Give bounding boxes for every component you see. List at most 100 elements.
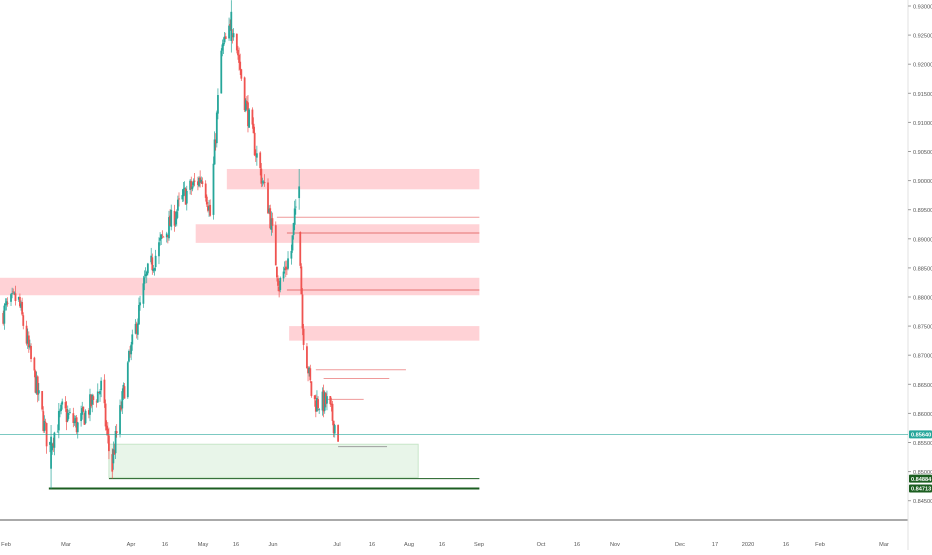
candle-160[interactable] <box>251 109 254 125</box>
candle-180[interactable] <box>282 271 285 279</box>
candle-158[interactable] <box>247 102 249 127</box>
candle-137[interactable] <box>214 140 217 144</box>
candle-35[interactable] <box>56 431 59 433</box>
candle-177[interactable] <box>277 278 279 286</box>
candle-74[interactable] <box>115 431 118 434</box>
candle-33[interactable] <box>52 443 55 447</box>
candle-188[interactable] <box>293 208 296 225</box>
candle-186[interactable] <box>291 235 294 251</box>
candle-49[interactable] <box>76 422 79 433</box>
candle-88[interactable] <box>138 304 140 325</box>
candle-79[interactable] <box>123 386 126 399</box>
candle-178[interactable] <box>278 286 281 292</box>
candle-32[interactable] <box>51 444 54 451</box>
candle-97[interactable] <box>152 268 155 271</box>
candle-77[interactable] <box>121 391 124 409</box>
candle-86[interactable] <box>135 323 138 334</box>
candle-129[interactable] <box>201 181 204 185</box>
candle-125[interactable] <box>197 181 199 186</box>
candle-131[interactable] <box>205 196 208 205</box>
candle-173[interactable] <box>270 218 273 230</box>
candle-65[interactable] <box>103 379 106 404</box>
candle-215[interactable] <box>337 425 339 442</box>
candle-63[interactable] <box>99 391 101 395</box>
candle-120[interactable] <box>189 180 192 190</box>
candle-70[interactable] <box>111 454 114 472</box>
candle-195[interactable] <box>306 346 308 369</box>
candle-80[interactable] <box>126 362 129 398</box>
candle-161[interactable] <box>252 123 255 134</box>
candle-201[interactable] <box>314 400 317 412</box>
candle-116[interactable] <box>182 188 185 197</box>
candle-31[interactable] <box>50 436 52 469</box>
candle-106[interactable] <box>166 235 169 237</box>
candle-83[interactable] <box>130 344 133 355</box>
candle-150[interactable] <box>235 33 238 51</box>
candle-16[interactable] <box>26 335 29 344</box>
candle-144[interactable] <box>224 36 227 39</box>
candle-145[interactable] <box>228 25 230 39</box>
candle-1[interactable] <box>3 305 6 324</box>
candle-75[interactable] <box>119 405 121 434</box>
candle-109[interactable] <box>170 209 173 227</box>
candle-196[interactable] <box>307 367 309 374</box>
candle-118[interactable] <box>184 188 187 205</box>
candle-123[interactable] <box>192 180 195 186</box>
candle-126[interactable] <box>198 177 200 187</box>
candle-119[interactable] <box>185 190 188 204</box>
candle-50[interactable] <box>80 413 82 422</box>
candle-62[interactable] <box>98 392 100 393</box>
candle-39[interactable] <box>61 401 64 405</box>
candle-164[interactable] <box>255 153 258 158</box>
candle-93[interactable] <box>145 271 148 276</box>
candle-41[interactable] <box>65 409 68 422</box>
candle-154[interactable] <box>240 69 243 79</box>
candle-194[interactable] <box>302 328 305 345</box>
candle-179[interactable] <box>279 277 282 291</box>
candle-20[interactable] <box>33 357 36 371</box>
candle-156[interactable] <box>244 100 247 112</box>
candle-55[interactable] <box>87 410 90 415</box>
candle-135[interactable] <box>212 163 215 215</box>
candle-203[interactable] <box>317 399 319 409</box>
candle-26[interactable] <box>42 411 45 431</box>
candle-81[interactable] <box>128 350 130 362</box>
candle-189[interactable] <box>294 206 297 208</box>
candle-155[interactable] <box>243 77 246 111</box>
candle-73[interactable] <box>114 431 117 454</box>
candle-124[interactable] <box>193 180 196 182</box>
candle-138[interactable] <box>215 112 218 144</box>
candle-130[interactable] <box>204 183 207 198</box>
candle-153[interactable] <box>239 61 242 70</box>
candle-60[interactable] <box>95 401 98 403</box>
candle-94[interactable] <box>146 263 149 274</box>
candle-87[interactable] <box>136 323 139 335</box>
candle-147[interactable] <box>230 11 233 41</box>
candle-43[interactable] <box>67 413 70 415</box>
candle-127[interactable] <box>199 177 202 183</box>
candle-23[interactable] <box>36 376 39 395</box>
candle-113[interactable] <box>176 199 179 211</box>
candle-192[interactable] <box>300 266 303 295</box>
candle-66[interactable] <box>104 403 107 427</box>
candle-91[interactable] <box>143 277 146 284</box>
candle-165[interactable] <box>259 152 262 169</box>
candle-85[interactable] <box>134 323 137 334</box>
candle-56[interactable] <box>89 394 91 415</box>
candle-185[interactable] <box>290 250 293 259</box>
candle-27[interactable] <box>43 420 46 431</box>
candle-204[interactable] <box>318 409 321 411</box>
candle-132[interactable] <box>207 205 209 211</box>
candle-122[interactable] <box>191 186 194 190</box>
candle-133[interactable] <box>208 206 210 211</box>
candle-166[interactable] <box>260 168 263 184</box>
candle-69[interactable] <box>108 435 110 452</box>
candle-92[interactable] <box>144 274 147 277</box>
candle-167[interactable] <box>261 181 264 183</box>
candle-207[interactable] <box>323 392 326 411</box>
candle-38[interactable] <box>60 404 62 411</box>
candle-34[interactable] <box>53 432 56 448</box>
candle-149[interactable] <box>232 33 235 38</box>
candle-140[interactable] <box>220 50 223 94</box>
